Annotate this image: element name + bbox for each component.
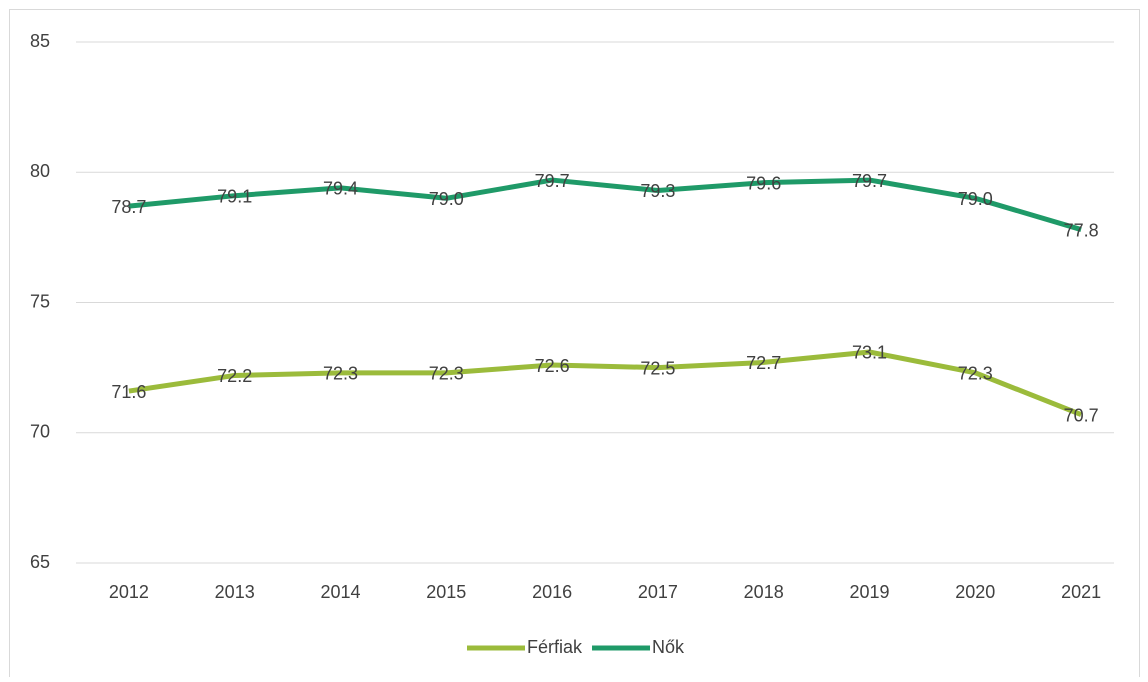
- data-label: 72.7: [746, 353, 781, 373]
- y-tick-label: 80: [30, 161, 50, 181]
- x-tick-label: 2020: [955, 582, 995, 602]
- data-label: 72.3: [958, 364, 993, 384]
- y-tick-label: 70: [30, 422, 50, 442]
- x-tick-label: 2015: [426, 582, 466, 602]
- x-tick-label: 2016: [532, 582, 572, 602]
- legend-label: Nők: [652, 637, 685, 657]
- y-tick-label: 65: [30, 552, 50, 572]
- x-tick-label: 2012: [109, 582, 149, 602]
- data-label: 72.2: [217, 366, 252, 386]
- chart-border: [9, 9, 1140, 682]
- series-line: [128, 349, 1083, 417]
- y-tick-label: 85: [30, 31, 50, 51]
- legend-label: Férfiak: [527, 637, 583, 657]
- data-label: 70.7: [1064, 405, 1099, 425]
- y-tick-label: 75: [30, 291, 50, 311]
- x-tick-label: 2019: [849, 582, 889, 602]
- x-tick-label: 2017: [638, 582, 678, 602]
- data-label: 72.3: [429, 364, 464, 384]
- data-label: 79.0: [429, 189, 464, 209]
- series-line: [128, 177, 1082, 232]
- data-label: 79.6: [746, 173, 781, 193]
- data-label: 72.5: [640, 358, 675, 378]
- x-tick-label: 2014: [320, 582, 360, 602]
- data-label: 78.7: [111, 197, 146, 217]
- x-tick-label: 2013: [215, 582, 255, 602]
- data-label: 79.4: [323, 179, 358, 199]
- data-label: 79.0: [958, 189, 993, 209]
- data-label: 79.1: [217, 186, 252, 206]
- data-label: 77.8: [1064, 220, 1099, 240]
- x-tick-label: 2018: [744, 582, 784, 602]
- data-label: 72.6: [535, 356, 570, 376]
- data-label: 72.3: [323, 364, 358, 384]
- data-label: 79.3: [640, 181, 675, 201]
- x-tick-label: 2021: [1061, 582, 1101, 602]
- data-label: 79.7: [535, 171, 570, 191]
- data-label: 73.1: [852, 343, 887, 363]
- data-label: 79.7: [852, 171, 887, 191]
- data-label: 71.6: [111, 382, 146, 402]
